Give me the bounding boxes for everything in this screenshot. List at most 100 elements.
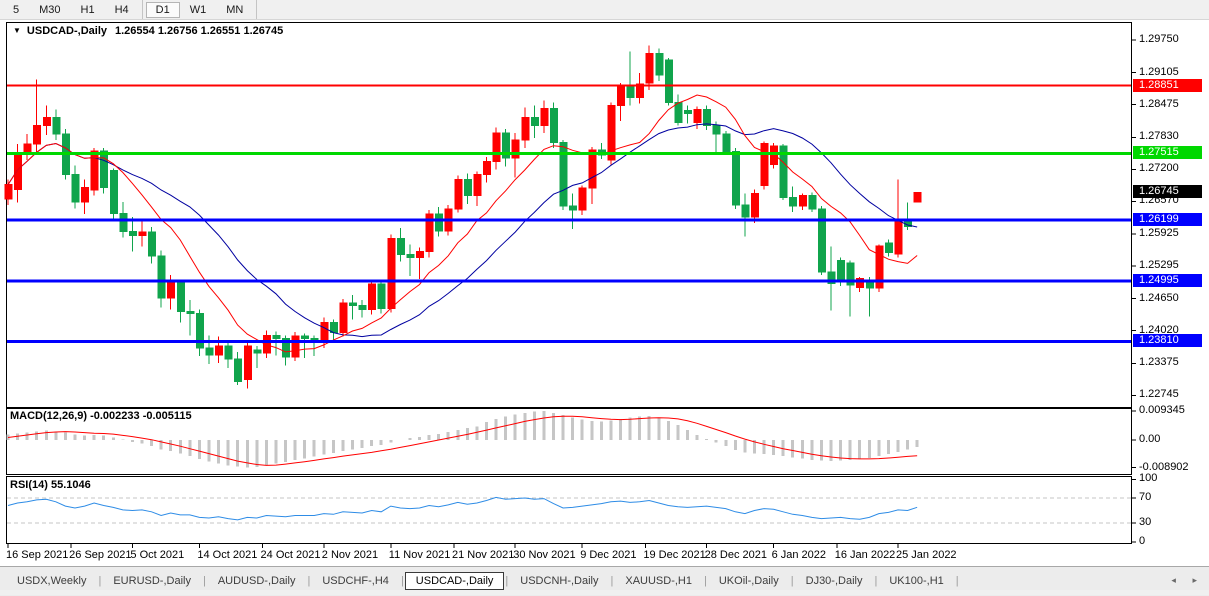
macd-axis-label: 0.009345 — [1139, 404, 1185, 417]
candle-body — [4, 184, 13, 200]
candle-body — [827, 271, 836, 284]
timeframe-button-MN[interactable]: MN — [226, 3, 244, 16]
candle-body — [291, 335, 300, 358]
chart-tab-ukoil-daily[interactable]: UKOil-,Daily — [718, 574, 779, 587]
date-axis-label: 16 Sep 2021 — [6, 549, 69, 561]
date-axis-label: 16 Jan 2022 — [834, 549, 896, 561]
candle-body — [856, 277, 865, 289]
candle-body — [349, 302, 358, 306]
candle-body — [530, 117, 539, 127]
candle-body — [14, 154, 23, 191]
chart-tab-usdchf-h4[interactable]: USDCHF-,H4 — [322, 574, 389, 587]
candle-body — [435, 213, 444, 232]
macd-panel — [6, 408, 1132, 475]
candle-body — [81, 187, 90, 203]
candle-body — [779, 145, 788, 199]
candle-body — [712, 125, 721, 135]
candle-body — [655, 53, 664, 76]
chart-tab-usdx-weekly[interactable]: USDX,Weekly — [17, 574, 87, 587]
tab-separator: | — [505, 574, 509, 587]
date-axis-label: 19 Dec 2021 — [643, 549, 706, 561]
tab-scroll-arrows: ◂ ▸ — [1157, 575, 1197, 586]
candle-body — [760, 142, 769, 187]
price-axis-label: 1.28475 — [1139, 97, 1179, 110]
chart-title: ▼ USDCAD-,Daily 1.26554 1.26756 1.26551 1.… — [13, 25, 283, 37]
candle-body — [502, 132, 511, 159]
date-axis-label: 24 Oct 2021 — [260, 549, 321, 561]
candle-body — [119, 212, 128, 233]
candle-body — [626, 85, 635, 98]
candle-body — [846, 262, 855, 286]
chart-tab-dj30-daily[interactable]: DJ30-,Daily — [805, 574, 863, 587]
rsi-values: 55.1046 — [50, 479, 91, 491]
timeframe-button-H1[interactable]: H1 — [80, 3, 95, 16]
candle-body — [339, 302, 348, 334]
candle-body — [157, 255, 166, 299]
date-axis-label: 25 Jan 2022 — [896, 549, 957, 561]
candle-body — [540, 107, 549, 127]
tab-scroll-left-icon[interactable]: ◂ — [1171, 575, 1176, 585]
date-axis-label: 14 Oct 2021 — [197, 549, 258, 561]
date-axis-label: 21 Nov 2021 — [451, 549, 515, 561]
rsi-axis-label: 0 — [1139, 534, 1146, 547]
rsi-indicator-label: RSI(14) 55.1046 — [10, 479, 91, 491]
candle-body — [90, 150, 99, 191]
candle-body — [262, 335, 271, 354]
candle-body — [722, 133, 731, 153]
date-axis-label: 9 Dec 2021 — [580, 549, 637, 561]
candle-body — [741, 204, 750, 218]
candle-body — [492, 132, 501, 163]
candle-body — [894, 220, 903, 255]
chart-tab-xauusd-h1[interactable]: XAUUSD-,H1 — [625, 574, 692, 587]
price-level-badge: 1.24995 — [1133, 274, 1202, 288]
candle-body — [569, 205, 578, 211]
rsi-line — [7, 496, 918, 521]
tab-separator: | — [610, 574, 614, 587]
timeframe-button-5[interactable]: 5 — [13, 3, 20, 16]
chart-symbol-label: USDCAD-,Daily — [26, 25, 107, 37]
timeframe-button-M30[interactable]: M30 — [39, 3, 61, 16]
chart-tab-audusd-daily[interactable]: AUDUSD-,Daily — [217, 574, 296, 587]
main-price-panel — [6, 22, 1132, 408]
candle-body — [607, 104, 616, 161]
candle-body — [521, 117, 530, 141]
candle-body — [387, 237, 396, 309]
candle-body — [205, 347, 214, 356]
rsi-axis-label: 70 — [1139, 491, 1152, 503]
chart-tab-usdcad-daily[interactable]: USDCAD-,Daily — [404, 571, 505, 590]
rsi-axis-label: 100 — [1139, 472, 1158, 485]
tab-separator: | — [307, 574, 311, 587]
price-axis-label: 1.29750 — [1139, 33, 1179, 45]
timeframe-button-W1[interactable]: W1 — [189, 3, 207, 16]
chart-tab-usdcnh-daily[interactable]: USDCNH-,Daily — [520, 574, 599, 587]
timeframe-button-D1[interactable]: D1 — [145, 1, 180, 18]
candle-body — [425, 213, 434, 253]
candle-body — [138, 231, 147, 236]
fast-ma-line[interactable] — [7, 94, 918, 353]
candle-body — [664, 59, 673, 103]
tab-separator: | — [704, 574, 707, 587]
candle-body — [578, 187, 587, 211]
chart-tab-eurusd-daily[interactable]: EURUSD-,Daily — [113, 574, 191, 587]
candle-body — [33, 125, 42, 145]
candle-body — [234, 358, 243, 382]
macd-signal-line — [7, 415, 918, 466]
chart-tab-uk100-h1[interactable]: UK100-,H1 — [889, 574, 944, 587]
candle-body — [683, 110, 692, 115]
candle-body — [282, 338, 291, 358]
candle-body — [368, 283, 377, 310]
status-strip — [0, 590, 1209, 595]
candle-body — [674, 101, 683, 124]
chart-dropdown-icon[interactable]: ▼ — [13, 26, 21, 35]
tab-scroll-right-icon[interactable]: ▸ — [1192, 575, 1197, 585]
candle-body — [148, 231, 157, 257]
candle-body — [100, 150, 109, 189]
candle-body — [875, 245, 884, 289]
timeframe-button-H4[interactable]: H4 — [114, 3, 129, 16]
candle-body — [559, 141, 568, 207]
price-axis-label: 1.22745 — [1139, 388, 1179, 401]
candle-body — [808, 195, 817, 210]
candle-body — [396, 237, 405, 256]
